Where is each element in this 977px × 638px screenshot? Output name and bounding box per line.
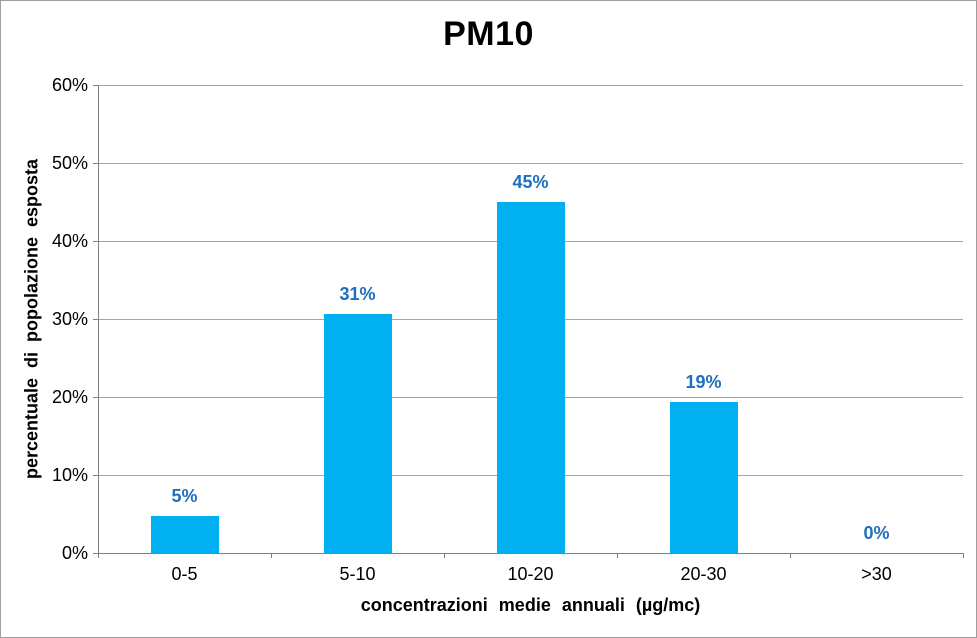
gridline <box>98 85 963 86</box>
x-axis-tick <box>963 553 964 558</box>
x-axis-title: concentrazioni medie annuali (µg/mc) <box>360 595 701 615</box>
y-axis-line <box>98 85 99 558</box>
y-tick-label: 30% <box>51 309 88 329</box>
y-axis-tick <box>93 319 98 320</box>
x-axis-tick <box>271 553 272 558</box>
bar-value-label: 5% <box>171 485 198 506</box>
y-tick-label: 20% <box>51 387 88 407</box>
chart-title: PM10 <box>443 15 534 53</box>
y-axis-tick <box>93 397 98 398</box>
y-axis-tick <box>93 241 98 242</box>
bar <box>669 401 738 553</box>
x-axis-tick <box>617 553 618 558</box>
x-axis-tick <box>444 553 445 558</box>
y-axis-tick <box>93 163 98 164</box>
y-tick-label: 50% <box>51 153 88 173</box>
bar <box>150 515 219 553</box>
x-category-label: 0-5 <box>171 564 198 584</box>
bar <box>323 313 392 553</box>
x-category-label: >30 <box>861 564 892 584</box>
plot-area: 0% 10% 20% 30% 40% 50% 60% 5% 0-5 31% 5-10 45% 10-20… <box>52 75 964 584</box>
x-axis-tick <box>98 553 99 558</box>
y-axis-tick <box>93 85 98 86</box>
y-tick-label: 60% <box>51 75 88 95</box>
x-axis-line <box>93 553 963 554</box>
bar-value-label: 19% <box>685 371 722 392</box>
y-axis-tick <box>93 475 98 476</box>
bar-value-label: 45% <box>512 172 549 192</box>
x-category-label: 5-10 <box>339 564 376 584</box>
x-category-label: 20-30 <box>680 564 727 584</box>
x-category-label: 10-20 <box>507 564 554 584</box>
bar-value-label: 0% <box>863 523 890 543</box>
y-tick-label: 40% <box>51 231 88 251</box>
bar-value-label: 31% <box>339 283 376 304</box>
x-axis-tick <box>790 553 791 558</box>
bar <box>496 202 565 553</box>
y-tick-label: 0% <box>61 543 88 563</box>
y-tick-label: 10% <box>51 465 88 485</box>
gridline <box>98 163 963 164</box>
y-axis-tick <box>93 553 98 554</box>
